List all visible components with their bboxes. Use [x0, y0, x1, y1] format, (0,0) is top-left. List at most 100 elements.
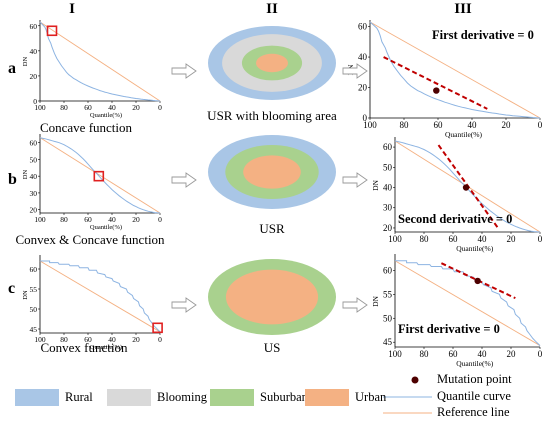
- row-b-left-x-tick-label: 20: [132, 215, 140, 224]
- row-label-a: a: [8, 60, 16, 77]
- row-c-right-x-tick-label: 40: [478, 349, 488, 359]
- row-c-left-x-axis-label: Quantile(%): [90, 344, 122, 351]
- row-b-right-y-axis-label: DN: [371, 180, 380, 191]
- row-c-right-y-tick-label: 45: [383, 337, 393, 347]
- row-c-left-x-tick-label: 100: [34, 335, 46, 344]
- row-label-c: c: [8, 280, 16, 297]
- row-b-left-x-axis-label: Quantile(%): [90, 224, 122, 231]
- row-b-right-x-tick-label: 20: [507, 234, 517, 244]
- row-b-left-x-tick-label: 40: [108, 215, 116, 224]
- row-c-left-x-tick-label: 80: [60, 335, 68, 344]
- row-b-left-y-tick-label: 40: [30, 172, 38, 181]
- row-a-left-mutation-marker-square: [46, 25, 58, 37]
- row-a-right-y-tick-label: 0: [363, 113, 368, 123]
- row-a-right-x-axis-label: Quantile(%): [445, 130, 483, 139]
- arrow-left-row-a: [171, 63, 197, 79]
- row-a-right-x-tick-label: 80: [400, 120, 410, 130]
- row-a-right-quantile-curve: [369, 21, 541, 119]
- column-header-3: III: [454, 1, 472, 17]
- row-c-left-y-tick-label: 55: [30, 285, 38, 294]
- row-c-right-x-tick-label: 20: [507, 349, 517, 359]
- arrow-right-row-c-shape: [342, 297, 368, 313]
- arrow-left-row-c: [171, 297, 197, 313]
- row-c-right-quantile-curve: [395, 260, 541, 346]
- row-b-left-reference-line: [39, 137, 161, 214]
- row-b-right-y-tick-label: 40: [383, 183, 393, 193]
- row-b-left-y-tick-label: 60: [30, 139, 38, 148]
- row-a-left-x-tick-label: 40: [108, 103, 116, 112]
- legend-label-mutation-point: Mutation point: [437, 372, 512, 386]
- legend-label-suburban: Suburban: [260, 390, 308, 404]
- row-c-ring-urban: [225, 269, 319, 325]
- legend-swatch-suburban: [210, 389, 254, 406]
- row-b-right-y-tick-label: 60: [383, 142, 393, 152]
- legend-icon-mutation-point: [411, 376, 419, 384]
- row-c-left-x-tick-label: 20: [132, 335, 140, 344]
- row-a-ring-urban: [256, 53, 288, 73]
- row-a-left-y-tick-label: 60: [30, 22, 38, 31]
- arrow-right-row-b-shape: [342, 172, 368, 188]
- column-header-2: II: [266, 1, 278, 17]
- row-b-right-x-tick-label: 80: [420, 234, 430, 244]
- row-b-right-x-axis-label: Quantile(%): [456, 244, 494, 253]
- row-a-left-x-tick-label: 80: [60, 103, 68, 112]
- row-a-left-y-tick-label: 20: [30, 72, 38, 81]
- row-c-left-y-axis-label: DN: [22, 290, 29, 300]
- row-a-right-tangent-line: [383, 56, 488, 110]
- row-c-right-x-tick-label: 80: [420, 349, 430, 359]
- arrow-left-row-b: [171, 172, 197, 188]
- row-c-left-x-tick-label: 0: [158, 335, 162, 344]
- row-b-left-mutation-marker-square: [93, 170, 105, 182]
- row-b-left-y-tick-label: 50: [30, 155, 38, 164]
- row-a-left-x-tick-label: 100: [34, 103, 46, 112]
- row-b-right-x-tick-label: 100: [388, 234, 402, 244]
- row-b-ring-urban: [243, 155, 301, 189]
- annotation-b: Second derivative = 0: [398, 212, 513, 226]
- row-c-left-reference-line: [39, 260, 161, 333]
- row-a-right-mutation-point: [433, 87, 440, 94]
- row-b-left-y-axis-label: DN: [22, 170, 29, 180]
- left-caption-a: Concave function: [39, 120, 133, 135]
- row-a-left-y-tick-label: 40: [30, 47, 38, 56]
- arrow-right-row-c: [342, 297, 368, 313]
- row-a-left-reference-line: [39, 21, 161, 102]
- arrow-left-row-a-shape: [171, 63, 197, 79]
- row-b-right-mutation-point: [462, 184, 470, 191]
- annotation-c: First derivative = 0: [398, 322, 500, 336]
- row-c-left-x-tick-label: 60: [84, 335, 92, 344]
- row-a-left-x-tick-label: 60: [84, 103, 92, 112]
- row-a-left-y-tick-label: 0: [33, 97, 37, 106]
- row-c-left-y-tick-label: 50: [30, 305, 38, 314]
- row-c-right-x-axis-label: Quantile(%): [456, 359, 494, 368]
- row-a-left-y-axis-label: DN: [22, 57, 29, 67]
- row-b-right-x-tick-label: 40: [478, 234, 488, 244]
- row-c-right-x-tick-label: 0: [538, 349, 543, 359]
- annotation-a: First derivative = 0: [432, 28, 534, 42]
- row-b-left-x-tick-label: 100: [34, 215, 46, 224]
- row-a-right-x-tick-label: 100: [363, 120, 377, 130]
- row-b-right-y-tick-label: 30: [383, 203, 393, 213]
- middle-caption-c: US: [263, 340, 281, 355]
- row-a-right-y-tick-label: 20: [358, 83, 368, 93]
- row-c-right-y-tick-label: 60: [383, 265, 393, 275]
- row-a-right-x-tick-label: 60: [434, 120, 444, 130]
- row-c-right-mutation-point: [474, 277, 481, 285]
- row-a-left-x-tick-label: 20: [132, 103, 140, 112]
- row-c-right-x-tick-label: 60: [449, 349, 459, 359]
- row-b-left-x-tick-label: 60: [84, 215, 92, 224]
- left-caption-b: Convex & Concave function: [15, 232, 165, 247]
- left-caption-c: Convex function: [40, 340, 128, 355]
- arrow-right-row-a: [342, 63, 368, 79]
- row-a-right-y-tick-label: 60: [358, 22, 368, 32]
- row-b-right-y-tick-label: 50: [383, 162, 393, 172]
- row-b-left-x-tick-label: 0: [158, 215, 162, 224]
- row-c-right-y-tick-label: 50: [383, 313, 393, 323]
- row-a-right-y-tick-label: 40: [358, 52, 368, 62]
- middle-caption-b: USR: [259, 221, 285, 236]
- row-c-right-x-tick-label: 100: [388, 349, 402, 359]
- arrow-right-row-a-shape: [342, 63, 368, 79]
- legend-swatch-blooming: [107, 389, 151, 406]
- row-a-left-quantile-curve: [39, 21, 161, 102]
- row-b-left-x-tick-label: 80: [60, 215, 68, 224]
- middle-caption-a: USR with blooming area: [207, 108, 337, 123]
